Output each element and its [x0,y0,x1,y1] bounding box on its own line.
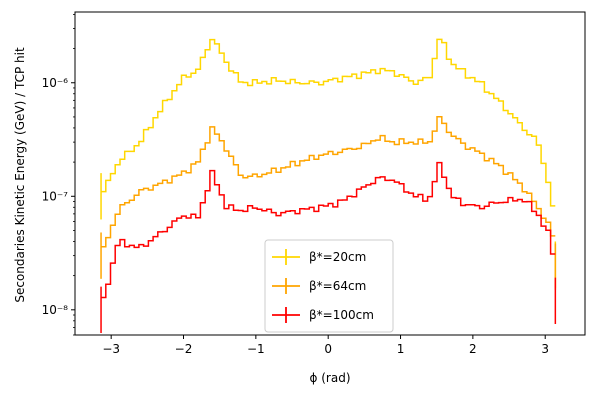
x-tick-label: 3 [541,342,549,356]
legend-item: β*=64cm [272,278,366,294]
x-tick-label: −2 [175,342,193,356]
x-tick-label: 1 [397,342,405,356]
legend-box [264,239,394,333]
y-tick-label: 10⁻⁶ [42,76,69,90]
legend-label: β*=64cm [309,279,366,293]
legend-item: β*=100cm [272,307,374,323]
series-line [101,116,556,248]
x-axis-label: ϕ (rad) [310,371,351,385]
legend-label: β*=20cm [309,250,366,264]
y-tick-label: 10⁻⁸ [42,303,69,317]
legend-label: β*=100cm [309,308,374,322]
legend-item: β*=20cm [272,249,366,265]
series-layer [100,38,557,333]
x-tick-label: −1 [247,342,265,356]
x-tick-label: −3 [102,342,120,356]
x-tick-label: 0 [324,342,332,356]
y-axis-label: Secondaries Kinetic Energy (GeV) / TCP h… [13,47,27,303]
plot-frame [74,11,586,336]
series-line [101,38,556,207]
axes-layer: −3 −2 −1 0 1 2 3 10⁻⁸ 10⁻⁷ 10⁻⁶ [42,14,549,356]
y-tick-label: 10⁻⁷ [42,189,69,203]
series-line [101,161,556,299]
legend: β*=20cm β*=64cm β*=100cm [264,239,394,333]
series-3 [100,161,557,333]
x-tick-label: 2 [469,342,477,356]
